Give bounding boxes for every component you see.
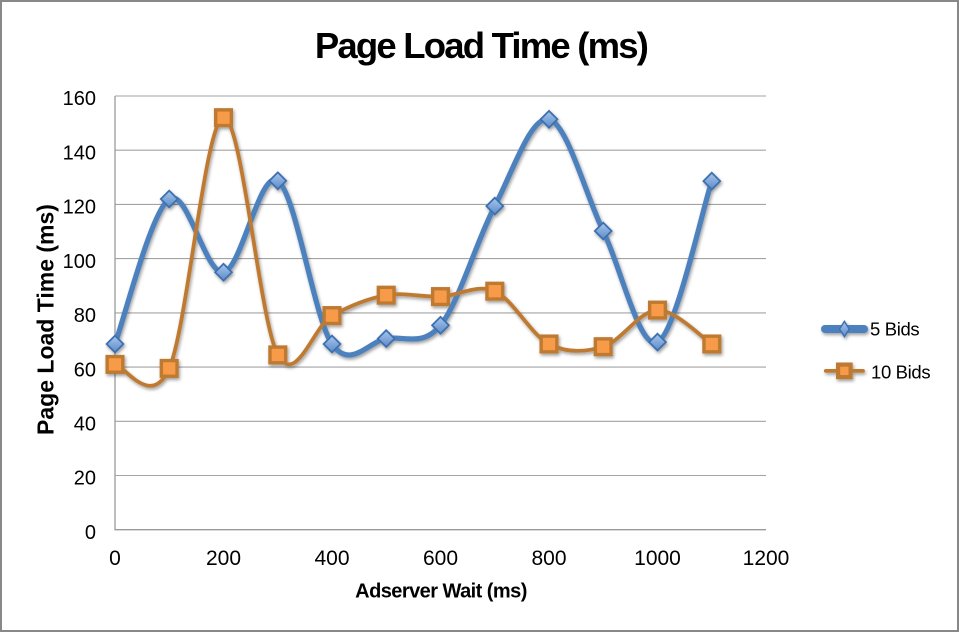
svg-text:0: 0: [85, 522, 96, 544]
svg-text:200: 200: [206, 547, 241, 570]
svg-text:140: 140: [63, 142, 96, 164]
svg-text:60: 60: [74, 359, 96, 381]
svg-text:0: 0: [109, 547, 121, 570]
svg-text:Page Load Time (ms): Page Load Time (ms): [33, 204, 59, 435]
svg-text:1200: 1200: [743, 547, 790, 570]
svg-text:Adserver Wait (ms): Adserver Wait (ms): [355, 581, 527, 603]
svg-text:1000: 1000: [634, 547, 681, 570]
svg-text:600: 600: [423, 547, 458, 570]
svg-text:800: 800: [531, 547, 566, 570]
svg-text:10 Bids: 10 Bids: [871, 361, 930, 382]
svg-text:40: 40: [74, 414, 96, 436]
svg-text:120: 120: [63, 197, 96, 219]
svg-text:Page Load Time (ms): Page Load Time (ms): [315, 25, 648, 66]
svg-text:160: 160: [63, 88, 96, 110]
svg-text:100: 100: [63, 251, 96, 273]
svg-text:20: 20: [74, 468, 96, 490]
svg-text:400: 400: [314, 547, 349, 570]
svg-text:5 Bids: 5 Bids: [870, 319, 919, 340]
svg-text:80: 80: [74, 305, 96, 327]
